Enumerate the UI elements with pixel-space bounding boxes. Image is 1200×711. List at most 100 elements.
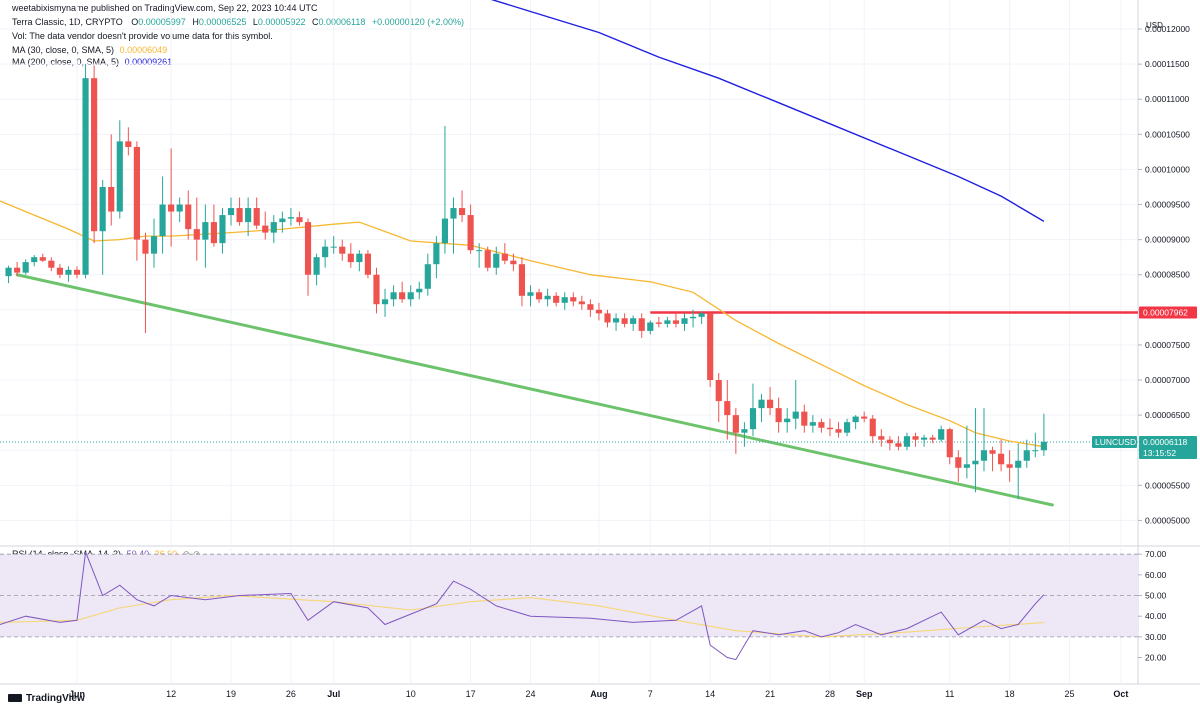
low-value: 0.00005922 bbox=[257, 17, 306, 27]
candle-body bbox=[373, 274, 380, 305]
candle-body bbox=[91, 78, 98, 232]
time-tick-label: 21 bbox=[765, 689, 775, 699]
time-tick-label: 7 bbox=[648, 689, 653, 699]
candle-body bbox=[664, 320, 671, 324]
candle-body bbox=[869, 418, 876, 437]
candle-body bbox=[612, 318, 620, 323]
candle-body bbox=[441, 218, 449, 244]
candle-body bbox=[895, 443, 902, 447]
close-label: C bbox=[311, 17, 319, 27]
tradingview-mark-icon bbox=[8, 694, 22, 703]
candle-body bbox=[227, 208, 235, 216]
candle-body bbox=[48, 260, 55, 268]
tradingview-logo[interactable]: TradingView bbox=[8, 693, 85, 704]
candle-body bbox=[938, 429, 945, 440]
candle-body bbox=[1032, 450, 1039, 452]
candle-body bbox=[544, 295, 551, 300]
time-tick-label: Aug bbox=[590, 689, 608, 699]
high-label: H bbox=[192, 17, 199, 27]
candle-body bbox=[31, 257, 38, 263]
candle-body bbox=[262, 225, 269, 233]
price-tick-label: 0.00007500 bbox=[1145, 340, 1190, 350]
time-tick-label: Jul bbox=[327, 689, 340, 699]
candle-body bbox=[476, 250, 483, 252]
volume-note: Vol: The data vendor doesn't provide vol… bbox=[12, 31, 273, 41]
candle-body bbox=[22, 262, 29, 273]
price-tick-label: 0.00011000 bbox=[1145, 94, 1190, 104]
candle-body bbox=[861, 416, 868, 419]
candle-body bbox=[484, 250, 491, 268]
candle-body bbox=[801, 411, 808, 426]
candle-body bbox=[553, 295, 560, 303]
candle-body bbox=[809, 422, 816, 426]
candle-body bbox=[980, 450, 988, 461]
candle-body bbox=[1023, 450, 1030, 461]
symbol-label: Terra Classic, 1D, CRYPTO bbox=[12, 17, 123, 27]
candle-body bbox=[1040, 441, 1047, 451]
time-tick-label: Sep bbox=[856, 689, 873, 699]
candle-body bbox=[142, 239, 149, 254]
candle-body bbox=[73, 269, 81, 275]
candle-body bbox=[707, 313, 714, 381]
candle-body bbox=[339, 246, 346, 254]
support-trendline bbox=[15, 273, 1054, 507]
candle-body bbox=[193, 229, 200, 240]
change-value: +0.00000120 (+2.00%) bbox=[371, 17, 464, 27]
candle-body bbox=[749, 408, 757, 430]
time-tick-label: 26 bbox=[286, 689, 296, 699]
candle-body bbox=[852, 416, 859, 423]
candle-body bbox=[998, 453, 1005, 465]
candle-body bbox=[56, 267, 63, 275]
price-tick-label: 0.00011500 bbox=[1145, 59, 1190, 69]
candle-body bbox=[14, 267, 21, 273]
candle-body bbox=[39, 257, 46, 261]
last-price-label: 0.00006118 bbox=[1143, 437, 1188, 447]
candle-body bbox=[176, 204, 183, 212]
time-tick-label: Oct bbox=[1113, 689, 1128, 699]
price-tick-label: 0.00009500 bbox=[1145, 200, 1190, 210]
time-tick-label: 25 bbox=[1065, 689, 1075, 699]
time-tick-label: 24 bbox=[525, 689, 535, 699]
candle-body bbox=[570, 297, 577, 302]
candle-body bbox=[604, 313, 611, 323]
rsi-ma-value: 36.90 bbox=[154, 549, 178, 559]
candle-body bbox=[116, 141, 123, 212]
candle-body bbox=[844, 422, 851, 433]
time-tick-label: 18 bbox=[1005, 689, 1015, 699]
candle-body bbox=[518, 264, 526, 296]
candle-body bbox=[972, 460, 979, 465]
time-tick-label: 28 bbox=[825, 689, 835, 699]
candle-body bbox=[202, 222, 209, 240]
candle-body bbox=[886, 439, 893, 444]
candle-body bbox=[792, 411, 799, 419]
candle-body bbox=[501, 253, 508, 261]
candle-body bbox=[989, 450, 996, 454]
price-tick-label: 0.00010000 bbox=[1145, 164, 1190, 174]
candle-body bbox=[433, 243, 440, 265]
candle-body bbox=[578, 301, 585, 305]
candle-body bbox=[399, 292, 406, 300]
publisher-text: weetabixismyname published on TradingVie… bbox=[12, 3, 318, 13]
candle-body bbox=[647, 322, 654, 331]
ma200-legend: MA (200, close, 0, SMA, 5) 0.00009261 bbox=[12, 57, 172, 67]
price-tick-label: 0.00005000 bbox=[1145, 515, 1190, 525]
candle-body bbox=[946, 429, 953, 458]
candle-body bbox=[296, 217, 303, 223]
candle-body bbox=[407, 292, 414, 300]
candle-body bbox=[955, 457, 962, 468]
price-tick-label: 0.00012000 bbox=[1145, 24, 1190, 34]
time-tick-label: 14 bbox=[705, 689, 715, 699]
low-label: L bbox=[252, 17, 258, 27]
candle-body bbox=[450, 208, 457, 219]
time-tick-label: 19 bbox=[226, 689, 236, 699]
ma30-legend: MA (30, close, 0, SMA, 5) 0.00006049 bbox=[12, 45, 167, 55]
tradingview-brand: TradingView bbox=[26, 693, 85, 704]
candle-body bbox=[630, 318, 637, 324]
candle-body bbox=[963, 464, 970, 468]
candle-body bbox=[236, 208, 243, 223]
symbol-tag-label: LUNCUSD bbox=[1095, 437, 1136, 447]
ohlc-line: Terra Classic, 1D, CRYPTO O0.00005997 H0… bbox=[12, 17, 464, 27]
candle-body bbox=[912, 436, 919, 440]
candle-body bbox=[5, 267, 12, 277]
